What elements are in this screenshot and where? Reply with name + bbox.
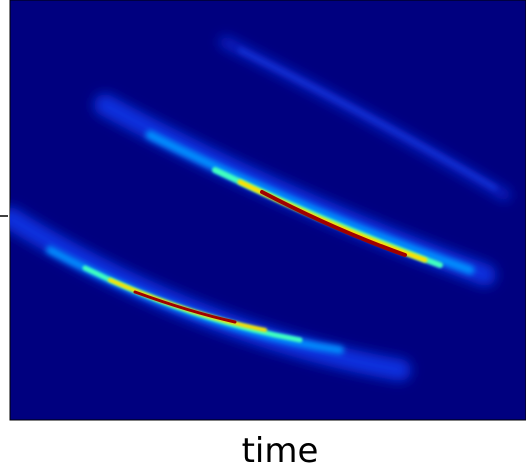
page: time (() => { const data = JSON.parse(do…: [0, 0, 526, 467]
x-axis-label: time: [242, 431, 319, 467]
chart: time: [0, 0, 526, 467]
